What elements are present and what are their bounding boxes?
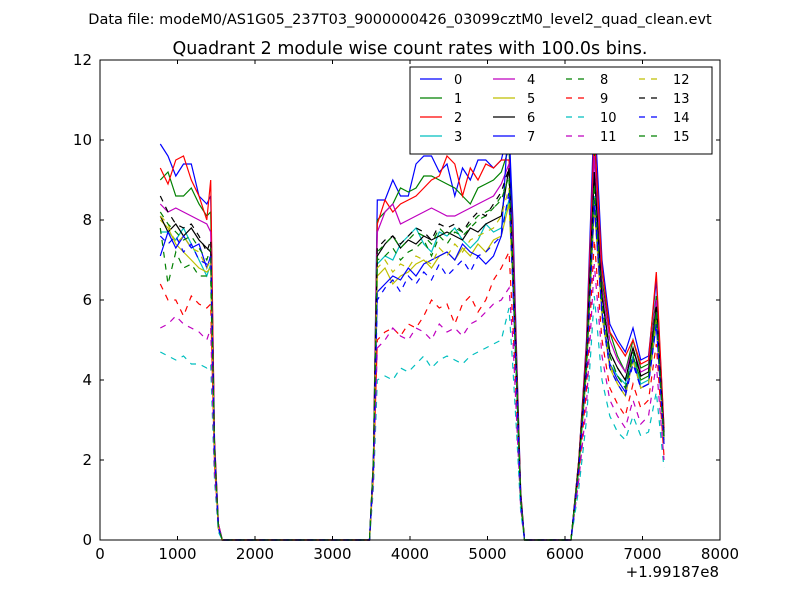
y-tick-label: 4 xyxy=(82,371,92,389)
legend-label-9: 9 xyxy=(600,92,608,107)
y-tick-label: 0 xyxy=(82,531,92,549)
y-tick-label: 12 xyxy=(73,51,92,69)
legend-label-15: 15 xyxy=(673,130,690,145)
x-tick-label: 0 xyxy=(95,545,105,563)
legend-label-11: 11 xyxy=(600,130,617,145)
x-offset-label: +1.99187e8 xyxy=(626,563,719,581)
legend-label-14: 14 xyxy=(673,111,690,126)
x-axis: 0 1000 2000 3000 4000 5000 6000 7000 8000 xyxy=(95,60,739,563)
legend-label-10: 10 xyxy=(600,111,617,126)
legend-label-7: 7 xyxy=(527,130,535,145)
y-tick-label: 2 xyxy=(82,451,92,469)
legend-label-1: 1 xyxy=(454,92,462,107)
x-tick-label: 7000 xyxy=(623,545,661,563)
series-15-line xyxy=(159,175,665,541)
legend-box xyxy=(409,66,713,155)
legend-label-4: 4 xyxy=(527,73,535,88)
x-tick-label: 4000 xyxy=(391,545,429,563)
legend-label-6: 6 xyxy=(527,111,535,126)
x-tick-label: 3000 xyxy=(313,545,351,563)
chart-title: Quadrant 2 module wise count rates with … xyxy=(173,39,648,59)
legend-label-8: 8 xyxy=(600,73,608,88)
legend-label-2: 2 xyxy=(454,111,462,126)
y-tick-label: 10 xyxy=(73,131,92,149)
y-tick-label: 8 xyxy=(82,211,92,229)
legend-label-5: 5 xyxy=(527,92,535,107)
x-tick-label: 8000 xyxy=(701,545,739,563)
x-tick-label: 5000 xyxy=(468,545,506,563)
x-tick-label: 1000 xyxy=(158,545,196,563)
x-tick-label: 2000 xyxy=(236,545,274,563)
figure-suptitle: Data file: modeM0/AS1G05_237T03_90000004… xyxy=(88,12,712,28)
legend-label-3: 3 xyxy=(454,130,462,145)
series-8-line xyxy=(159,179,665,541)
y-tick-label: 6 xyxy=(82,291,92,309)
legend-label-13: 13 xyxy=(673,92,690,107)
legend-label-12: 12 xyxy=(673,73,690,88)
legend-label-0: 0 xyxy=(454,73,462,88)
x-tick-label: 6000 xyxy=(546,545,584,563)
